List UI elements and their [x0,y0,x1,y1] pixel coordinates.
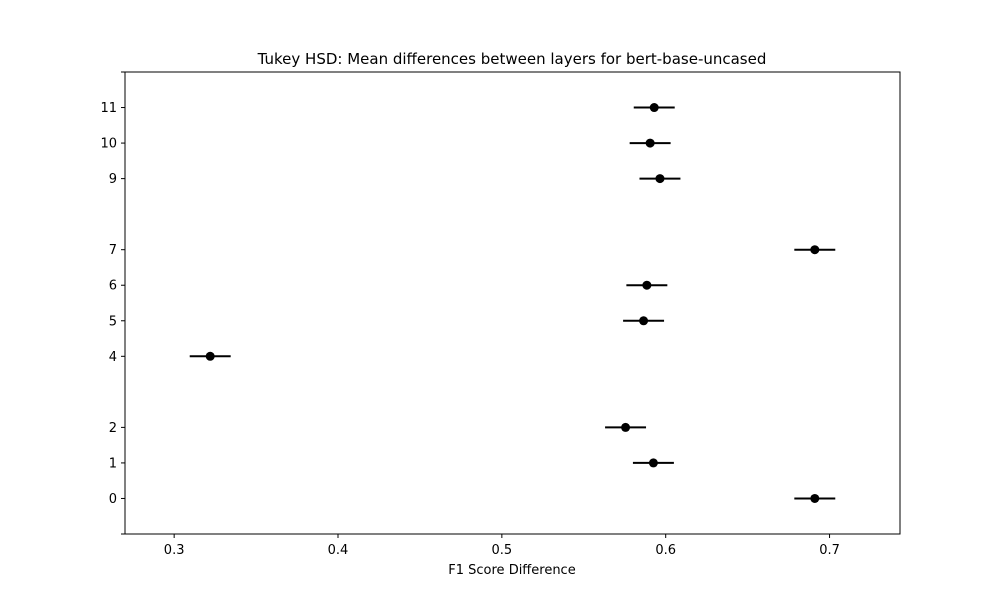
y-tick-label: 6 [109,279,117,294]
y-axis: 0 1 2 4 5 6 7 9 10 11 [100,71,125,535]
errorbars [189,106,836,500]
point-layer-2 [621,422,631,432]
y-tick-label: 9 [109,172,117,187]
y-tick-label: 1 [109,456,117,471]
y-tick-label: 4 [109,350,117,365]
x-tick-label: 0.7 [819,543,840,558]
x-axis: 0.3 0.4 0.5 0.6 0.7 [164,534,840,558]
x-axis-label: F1 Score Difference [448,563,575,578]
y-tick-label: 10 [100,137,117,152]
y-tick-label: 11 [100,101,117,116]
point-layer-9 [655,174,665,184]
x-tick-label: 0.5 [492,543,513,558]
plot-frame [124,71,901,535]
x-tick-label: 0.4 [328,543,349,558]
point-layer-10 [645,138,655,148]
point-layer-11 [649,103,659,113]
point-layer-1 [648,458,658,468]
point-layer-6 [642,280,652,290]
x-tick-label: 0.6 [655,543,676,558]
y-tick-label: 5 [109,314,117,329]
point-layer-4 [205,351,215,361]
x-tick-label: 0.3 [164,543,185,558]
point-layer-7 [810,245,820,255]
chart-title: Tukey HSD: Mean differences between laye… [257,50,767,68]
point-layer-5 [639,316,649,326]
y-tick-label: 0 [109,492,117,507]
y-tick-label: 7 [109,243,117,258]
markers [205,103,820,503]
y-tick-label: 2 [109,421,117,436]
point-layer-0 [810,493,820,503]
